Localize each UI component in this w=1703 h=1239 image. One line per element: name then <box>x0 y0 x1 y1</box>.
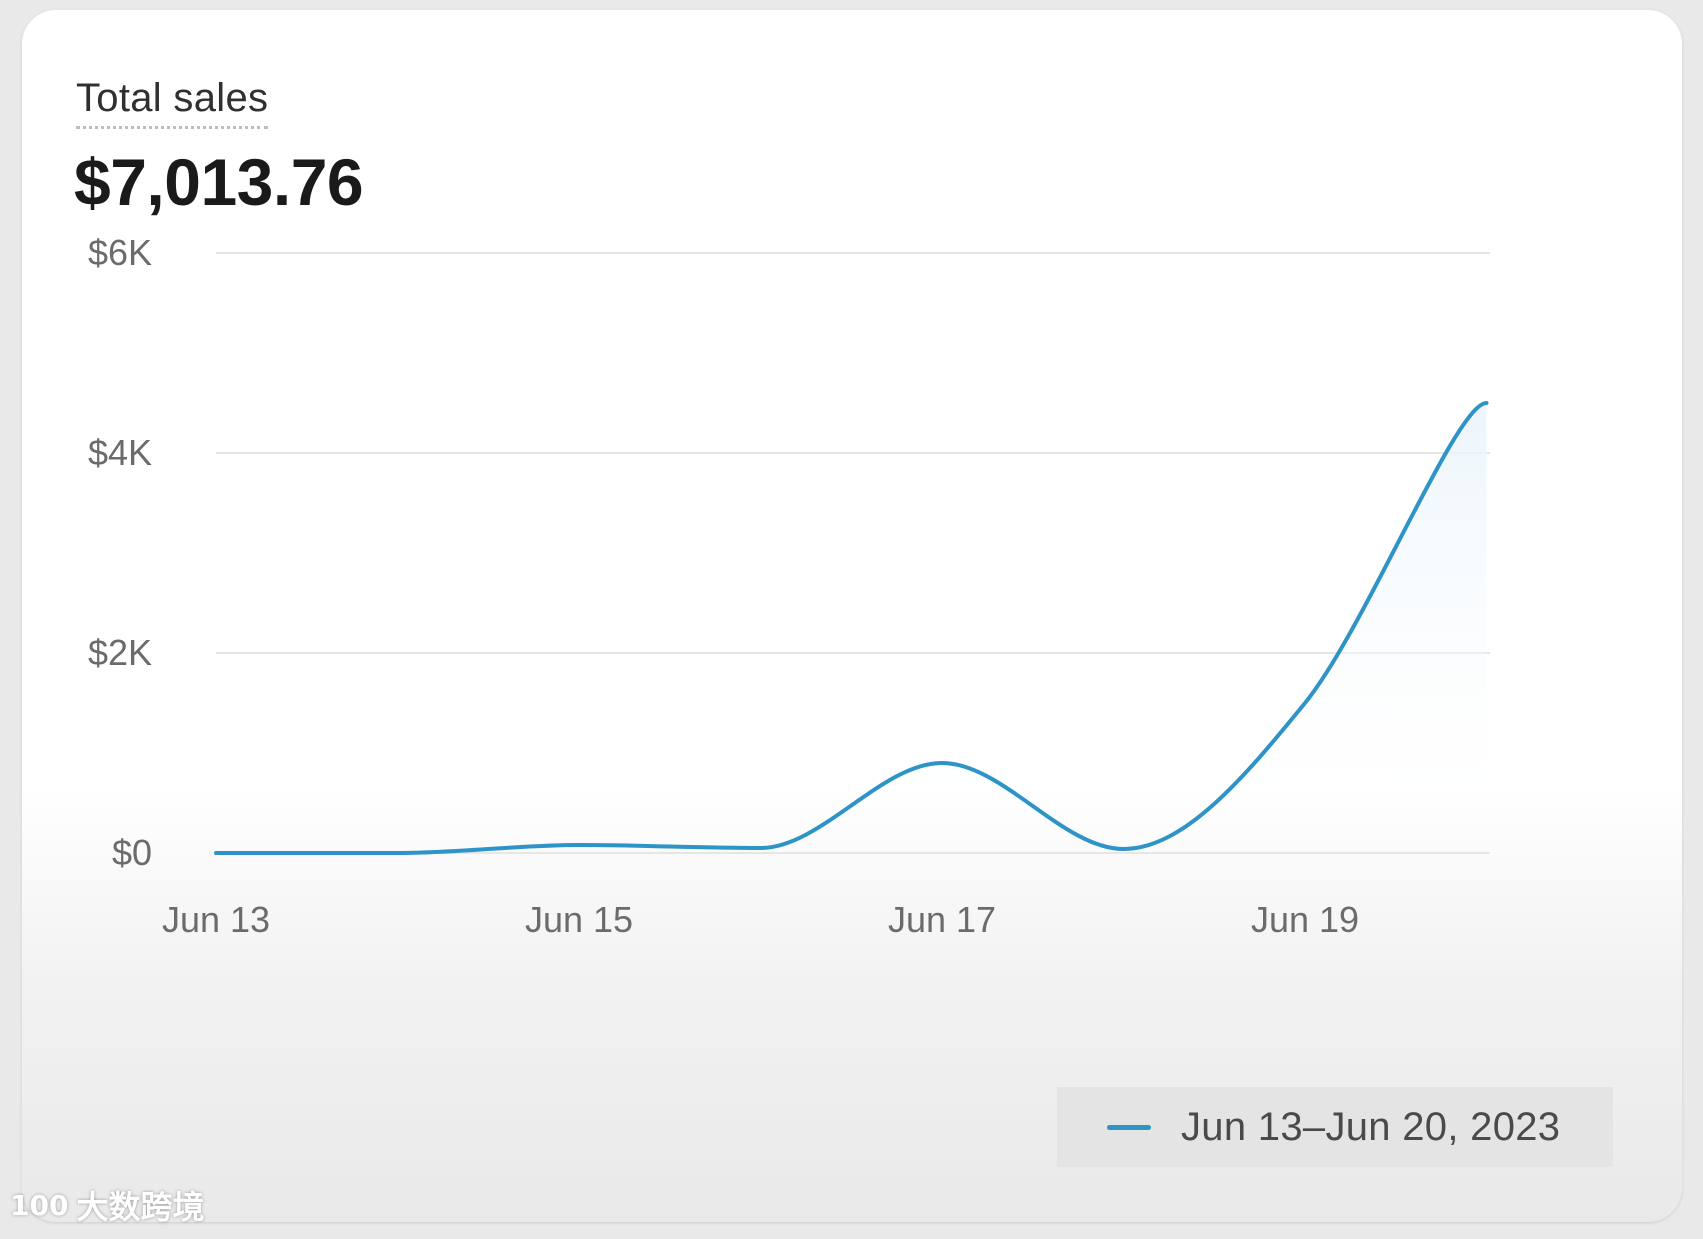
y-tick-label: $0 <box>112 832 152 873</box>
y-tick-label: $6K <box>88 232 152 273</box>
x-tick-label: Jun 15 <box>525 899 633 940</box>
watermark-logo: 100 <box>10 1188 69 1222</box>
x-tick-label: Jun 17 <box>888 899 996 940</box>
series-group <box>214 401 1489 856</box>
watermark-text: 大数跨境 <box>76 1188 205 1226</box>
metric-title[interactable]: Total sales <box>76 76 269 129</box>
y-tick-label: $2K <box>88 632 152 673</box>
x-axis-ticks: Jun 13 Jun 15 Jun 17 Jun 19 <box>162 899 1359 940</box>
series-area-fill <box>216 403 1487 853</box>
total-sales-card: Total sales $7,013.76 $0 $2K $4K $6K Jun 13… <box>22 10 1682 1222</box>
y-tick-label: $4K <box>88 432 152 473</box>
x-tick-label: Jun 13 <box>162 899 270 940</box>
series-line[interactable] <box>214 401 1489 856</box>
y-axis-ticks: $0 $2K $4K $6K <box>88 232 152 873</box>
metric-value: $7,013.76 <box>74 145 364 219</box>
legend-swatch <box>1107 1124 1151 1130</box>
chart-legend[interactable]: Jun 13–Jun 20, 2023 <box>1057 1087 1613 1167</box>
x-tick-label: Jun 19 <box>1251 899 1359 940</box>
watermark: 100 大数跨境 <box>10 1182 204 1228</box>
legend-label: Jun 13–Jun 20, 2023 <box>1181 1104 1561 1149</box>
sales-line-chart: $0 $2K $4K $6K Jun 13 Jun 15 Jun 17 Jun 19 <box>88 232 1490 940</box>
